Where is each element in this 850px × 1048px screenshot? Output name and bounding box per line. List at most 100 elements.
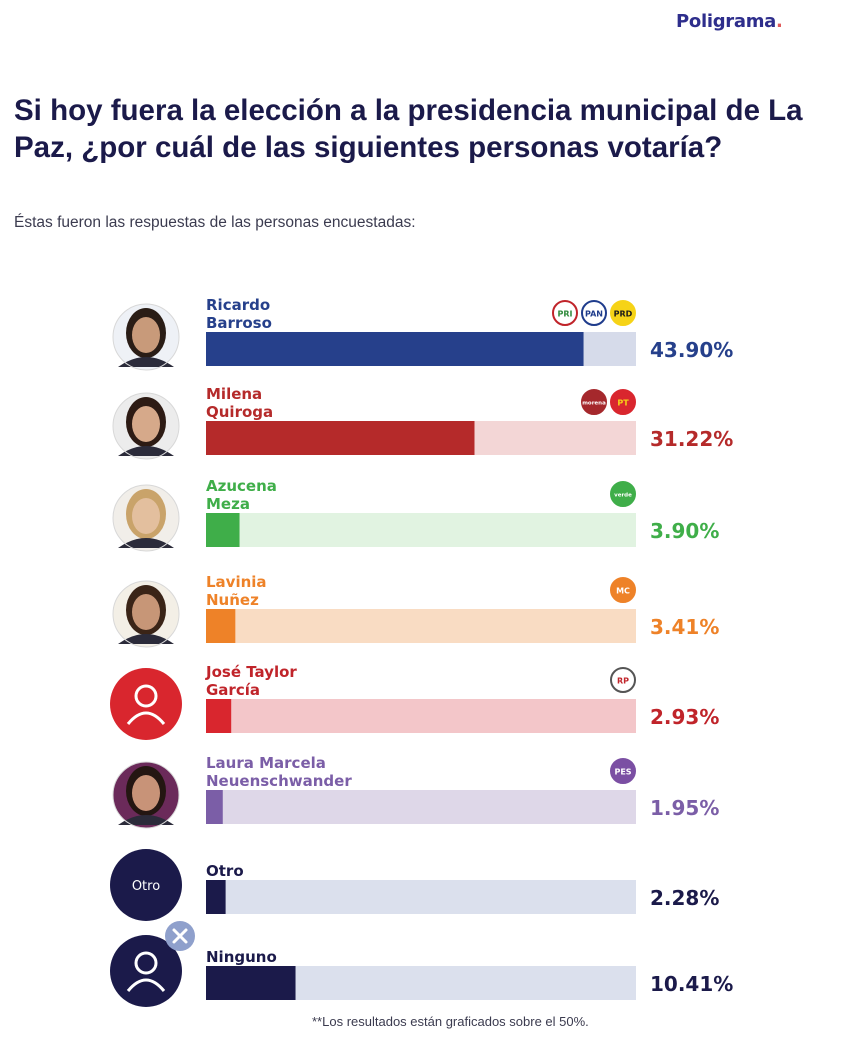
avatar-shoulders [118,357,174,367]
person-icon-body [126,711,166,725]
avatar-ring [112,484,180,552]
party-logo: PRI [552,300,578,326]
avatar [112,392,180,460]
party-logo: PAN [581,300,607,326]
person-icon-head [134,684,158,708]
candidate-name: Azucena [206,477,277,495]
party-logo-text: PAN [585,310,603,319]
party-logo-text: RP [617,677,629,686]
party-logo: MC [610,577,636,603]
avatar-ring [112,303,180,371]
party-logo-text: PRD [614,310,633,319]
candidate-name: Quiroga [206,403,273,421]
avatar-circle [110,849,182,921]
avatar-ring [112,580,180,648]
party-logo: verde [610,481,636,507]
avatar-label: Otro [132,879,160,894]
bar [206,332,584,366]
bar [206,699,232,733]
party-logo-text: PT [617,399,629,408]
party-logo-circle [610,481,636,507]
data-label: 43.90% [650,338,733,362]
avatar [112,761,180,829]
avatar [110,668,182,740]
chart-row: Ninguno 10.41% [110,921,733,1007]
party-logo: PRD [610,300,636,326]
avatar-ring [112,392,180,460]
party-logo-circle [581,300,607,326]
candidate-name: García [206,681,260,699]
brand-logo: Poligrama. [676,11,783,32]
bar-track [206,609,636,643]
bar-track [206,699,636,733]
avatar-face [132,406,160,442]
party-logo: PT [610,389,636,415]
avatar-shoulders [118,815,174,825]
avatar-face [132,498,160,534]
candidate-name: José Taylor [205,663,297,681]
data-label: 2.93% [650,705,719,729]
party-logo-text: PRI [558,310,573,319]
party-logo-circle [552,300,578,326]
avatar-circle [110,668,182,740]
bar [206,609,236,643]
bar-track [206,790,636,824]
page-title: Si hoy fuera la elección a la presidenci… [14,94,803,164]
avatar [112,484,180,552]
data-label: 3.41% [650,615,719,639]
avatar-shoulders [118,446,174,456]
candidate-name: Ninguno [206,948,277,966]
data-label: 3.90% [650,519,719,543]
avatar [110,921,195,1007]
person-icon-head [134,951,158,975]
person-icon-body [126,978,166,992]
candidate-name: Laura Marcela [206,754,326,772]
bar [206,513,240,547]
chart-row: Otro Otro 2.28% [110,849,719,921]
avatar-face [132,594,160,630]
avatar-face [132,317,160,353]
candidate-name: Otro [206,862,244,880]
party-logo: RP [610,667,636,693]
candidate-name: Neuenschwander [206,772,352,790]
party-logo-text: PES [614,768,631,777]
candidate-name: Ricardo [206,296,270,314]
party-logo-circle [610,758,636,784]
data-label: 1.95% [650,796,719,820]
bar [206,880,226,914]
avatar [112,580,180,648]
party-logo: morena [581,389,607,415]
close-icon-cross [172,928,188,944]
page-subtitle: Éstas fueron las respuestas de las perso… [14,214,416,231]
candidate-name: Lavinia [206,573,267,591]
candidate-name: Milena [206,385,262,403]
avatar-shoulders [118,634,174,644]
avatar: Otro [110,849,182,921]
avatar-face [132,775,160,811]
avatar [112,303,180,371]
avatar-ring [112,761,180,829]
brand-dot: . [776,11,783,32]
bar [206,790,223,824]
candidate-name: Nuñez [206,591,259,609]
party-logo-circle [610,577,636,603]
bar [206,421,475,455]
party-logo-circle [581,389,607,415]
bar [206,966,296,1000]
data-label: 10.41% [650,972,733,996]
party-logo-text: verde [614,492,632,498]
candidate-name: Barroso [206,314,272,332]
bar-track [206,880,636,914]
bar-track [206,513,636,547]
footnote: **Los resultados están graficados sobre … [312,1014,589,1029]
candidate-name: Meza [206,495,250,513]
party-logo-text: MC [616,587,630,596]
brand-name: Poligrama [676,11,777,32]
